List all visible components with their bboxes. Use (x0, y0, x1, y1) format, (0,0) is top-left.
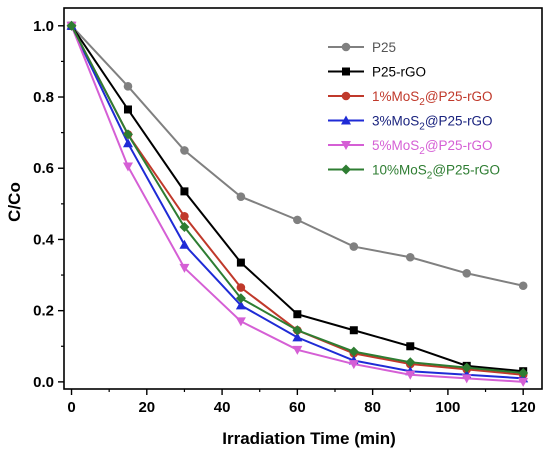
data-point (462, 268, 472, 278)
x-tick-label: 120 (511, 399, 536, 416)
data-point (123, 82, 133, 91)
legend-marker (341, 115, 351, 125)
data-point (236, 192, 246, 202)
series-0 (67, 21, 528, 291)
y-tick-label: 0.4 (33, 231, 55, 248)
x-axis-title: Irradiation Time (min) (222, 429, 396, 448)
series-4 (66, 21, 529, 387)
data-point (235, 300, 246, 310)
data-point (348, 346, 359, 357)
data-point (122, 162, 133, 172)
y-tick-label: 0.6 (33, 160, 54, 177)
data-point (293, 215, 302, 225)
data-point (180, 187, 189, 196)
data-point (349, 242, 359, 251)
x-tick-label: 0 (67, 399, 75, 416)
data-point (461, 374, 472, 384)
legend-label: P25 (372, 40, 396, 55)
data-point (122, 138, 133, 148)
legend-label: 5%MoS2@P25-rGO (372, 138, 493, 157)
x-tick-label: 20 (138, 399, 155, 416)
legend-entry: P25-rGO (328, 65, 426, 80)
data-point (235, 293, 246, 304)
legend-entry: 3%MoS2@P25-rGO (328, 114, 493, 133)
legend-marker (341, 164, 351, 175)
legend-marker (341, 141, 351, 150)
x-tick-label: 100 (435, 399, 460, 416)
data-point (518, 367, 529, 378)
data-point (235, 317, 246, 327)
data-point (461, 362, 472, 373)
data-point (179, 221, 190, 232)
data-point (349, 326, 358, 335)
data-point (292, 345, 303, 355)
data-point (122, 129, 133, 140)
data-point (179, 239, 190, 249)
data-point (405, 252, 415, 262)
data-point (179, 263, 190, 273)
plot-area-frame (63, 7, 543, 390)
series-1 (67, 21, 528, 376)
legend-label: 10%MoS2@P25-rGO (372, 163, 500, 182)
legend-entry: 5%MoS2@P25-rGO (328, 138, 493, 157)
legend-marker (342, 67, 350, 76)
data-point (236, 283, 246, 292)
y-tick-label: 0.8 (33, 89, 54, 106)
data-point (123, 105, 132, 114)
legend-label: P25-rGO (372, 65, 426, 80)
data-point (66, 20, 77, 31)
series-line (70, 25, 524, 287)
data-point (518, 281, 528, 291)
data-point (348, 360, 359, 370)
legend-entry: 1%MoS2@P25-rGO (328, 89, 493, 108)
series-5 (66, 20, 529, 378)
data-point (293, 310, 302, 319)
legend-entry: 10%MoS2@P25-rGO (328, 163, 500, 182)
y-tick-label: 1.0 (33, 18, 54, 35)
legend-marker (341, 91, 351, 101)
legend-label: 3%MoS2@P25-rGO (372, 114, 493, 133)
data-point (180, 146, 189, 155)
data-point (236, 258, 245, 267)
series-line (70, 25, 524, 376)
y-tick-label: 0.0 (33, 374, 54, 391)
legend-entry: P25 (328, 40, 396, 55)
series-line (70, 25, 524, 373)
y-axis-title: C/Co (5, 182, 24, 222)
data-point (292, 325, 303, 336)
x-tick-label: 80 (364, 399, 381, 416)
data-point (180, 212, 189, 221)
data-point (292, 332, 303, 342)
legend-marker (341, 42, 351, 52)
y-tick-label: 0.2 (33, 303, 54, 320)
x-tick-label: 40 (214, 399, 231, 416)
series-line (70, 25, 524, 374)
legend-label: 1%MoS2@P25-rGO (372, 89, 493, 108)
x-tick-label: 60 (289, 399, 306, 416)
data-point (406, 342, 415, 351)
data-point (405, 370, 416, 380)
data-point (518, 377, 529, 387)
data-point (405, 357, 416, 368)
